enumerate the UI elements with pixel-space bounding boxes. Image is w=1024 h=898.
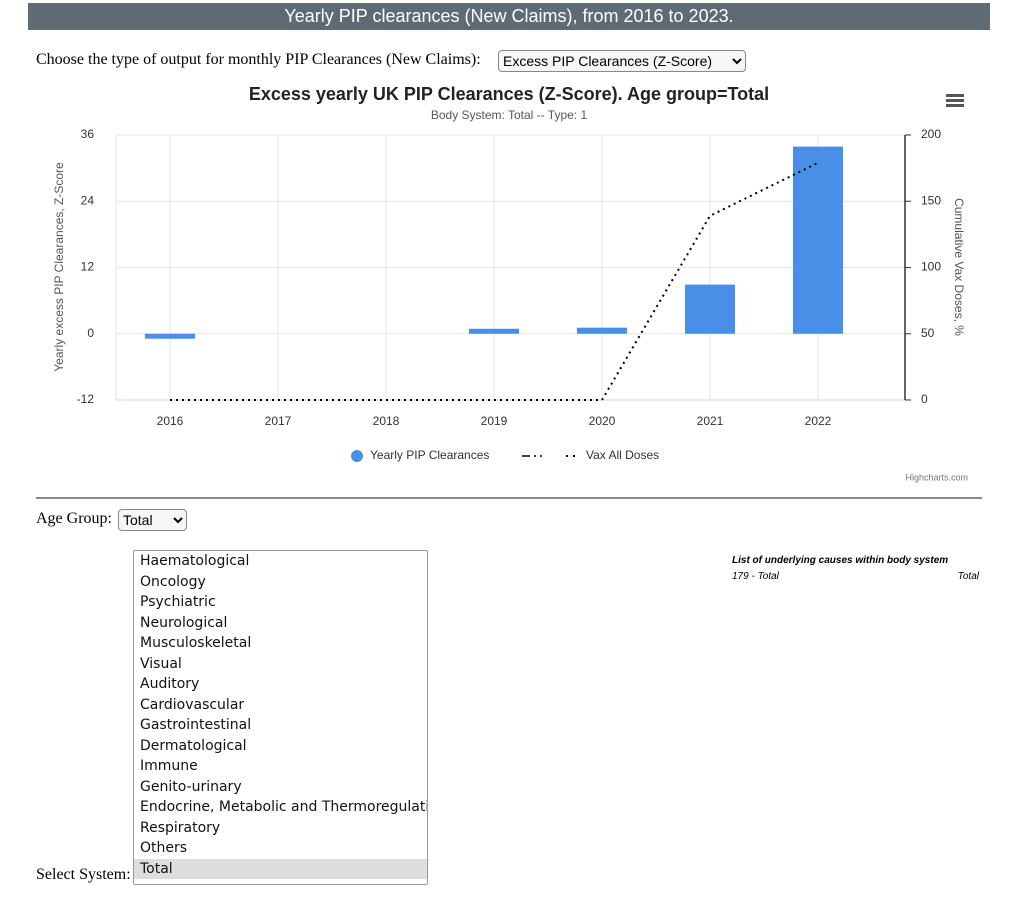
cause-name: Total — [957, 571, 979, 582]
list-option[interactable]: Musculoskeletal — [140, 635, 252, 651]
legend-label: Vax All Doses — [586, 448, 659, 462]
menu-button[interactable] — [946, 94, 964, 107]
output-select[interactable]: Excess PIP Clearances (Z-Score) — [498, 50, 746, 72]
divider — [36, 497, 982, 499]
list-option[interactable]: Immune — [140, 758, 198, 774]
list-option[interactable]: Dermatological — [140, 737, 247, 754]
y-axis-title: Yearly excess PIP Clearances, Z-Score — [52, 162, 66, 372]
credits: Highcharts.com — [905, 472, 968, 482]
list-option[interactable]: Gastrointestinal — [140, 717, 252, 733]
bar — [685, 284, 735, 334]
menu-bar — [946, 94, 964, 97]
y2-tick-label: 200 — [921, 127, 941, 141]
age-label: Age Group: — [36, 510, 112, 527]
list-option[interactable]: Haematological — [140, 553, 250, 569]
bar — [793, 146, 843, 334]
y2-tick-label: 0 — [921, 392, 928, 406]
list-option[interactable]: Neurological — [140, 614, 228, 631]
bar — [145, 333, 195, 339]
y-tick-label: 0 — [87, 326, 94, 340]
y2-tick-label: 150 — [921, 193, 941, 207]
output-label: Choose the type of output for monthly PI… — [36, 51, 481, 68]
bar — [469, 328, 519, 334]
system-label: Select System: — [36, 866, 131, 883]
list-option[interactable]: Psychiatric — [140, 594, 216, 610]
menu-bar — [946, 104, 964, 107]
chart-subtitle: Body System: Total -- Type: 1 — [431, 108, 588, 122]
list-option[interactable]: Oncology — [140, 573, 206, 590]
x-tick-label: 2021 — [697, 414, 724, 428]
list-option[interactable]: Endocrine, Metabolic and Thermoregulatio… — [140, 799, 428, 815]
x-tick-label: 2017 — [265, 414, 292, 428]
system-listbox[interactable]: Haematological Oncology Psychiatric Neurolo… — [133, 550, 428, 885]
menu-bar — [946, 99, 964, 102]
x-tick-label: 2020 — [589, 414, 616, 428]
y2-tick-label: 100 — [921, 260, 941, 274]
list-option[interactable]: Cardiovascular — [140, 696, 245, 713]
y2-axis-title: Cumulative Vax Doses, % — [952, 198, 966, 336]
list-option[interactable]: Others — [140, 840, 188, 856]
x-tick-label: 2019 — [481, 414, 508, 428]
header: Yearly PIP clearances (New Claims), from… — [28, 3, 990, 30]
chart-title: Excess yearly UK PIP Clearances (Z-Score… — [249, 84, 769, 104]
x-tick-label: 2022 — [805, 414, 832, 428]
legend-label: Yearly PIP Clearances — [370, 448, 489, 462]
y2-tick-label: 50 — [921, 326, 935, 340]
cause-code: 179 - Total — [732, 571, 779, 582]
age-select[interactable]: Total — [118, 509, 187, 531]
x-tick-label: 2016 — [157, 414, 184, 428]
y-tick-label: 24 — [81, 193, 95, 207]
list-option[interactable]: Genito-urinary — [140, 778, 242, 795]
x-tick-label: 2018 — [373, 414, 400, 428]
line — [170, 161, 819, 401]
causes-title: List of underlying causes within body sy… — [732, 555, 949, 566]
bar — [577, 327, 627, 334]
y-tick-label: 12 — [81, 260, 95, 274]
legend-symbol — [351, 450, 363, 462]
list-option[interactable]: Respiratory — [140, 819, 221, 836]
chart: Excess yearly UK PIP Clearances (Z-Score… — [52, 84, 968, 483]
y-tick-label: -12 — [77, 392, 95, 406]
list-option[interactable]: Total — [134, 858, 427, 879]
y-tick-label: 36 — [81, 127, 95, 141]
list-option[interactable]: Auditory — [140, 676, 200, 692]
list-option[interactable]: Visual — [140, 655, 182, 672]
